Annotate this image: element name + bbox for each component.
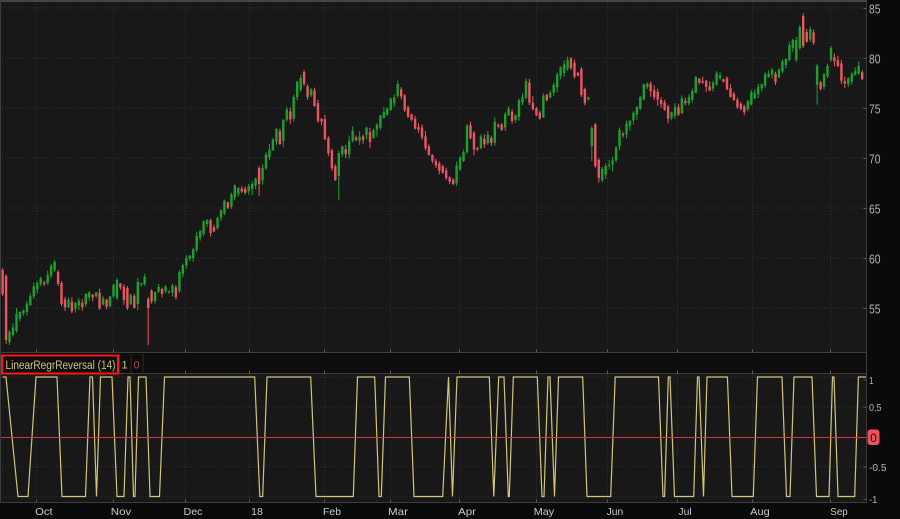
svg-text:60: 60 xyxy=(869,253,881,267)
svg-text:80: 80 xyxy=(869,53,881,67)
svg-text:Apr: Apr xyxy=(458,506,477,518)
svg-text:75: 75 xyxy=(869,103,881,117)
svg-text:Jun: Jun xyxy=(607,506,624,518)
svg-text:0: 0 xyxy=(133,360,139,372)
svg-text:Aug: Aug xyxy=(750,506,770,518)
svg-text:Nov: Nov xyxy=(111,506,132,518)
svg-text:Oct: Oct xyxy=(35,506,53,518)
svg-text:0: 0 xyxy=(870,431,877,445)
svg-text:70: 70 xyxy=(869,153,881,167)
svg-text:-1: -1 xyxy=(869,494,878,506)
svg-text:Mar: Mar xyxy=(388,506,409,518)
svg-text:Dec: Dec xyxy=(184,506,203,518)
svg-text:LinearRegrReversal (14): LinearRegrReversal (14) xyxy=(6,360,116,372)
svg-text:1: 1 xyxy=(869,375,874,387)
svg-text:18: 18 xyxy=(251,506,263,518)
svg-text:May: May xyxy=(534,506,555,518)
svg-text:55: 55 xyxy=(869,303,881,317)
svg-text:0.5: 0.5 xyxy=(869,402,882,414)
svg-text:Sep: Sep xyxy=(830,506,848,518)
svg-text:Jul: Jul xyxy=(678,506,691,518)
svg-text:-0.5: -0.5 xyxy=(869,462,887,474)
svg-text:1: 1 xyxy=(121,360,127,372)
svg-text:Feb: Feb xyxy=(323,506,341,518)
svg-text:65: 65 xyxy=(869,203,881,217)
svg-text:85: 85 xyxy=(869,3,881,17)
